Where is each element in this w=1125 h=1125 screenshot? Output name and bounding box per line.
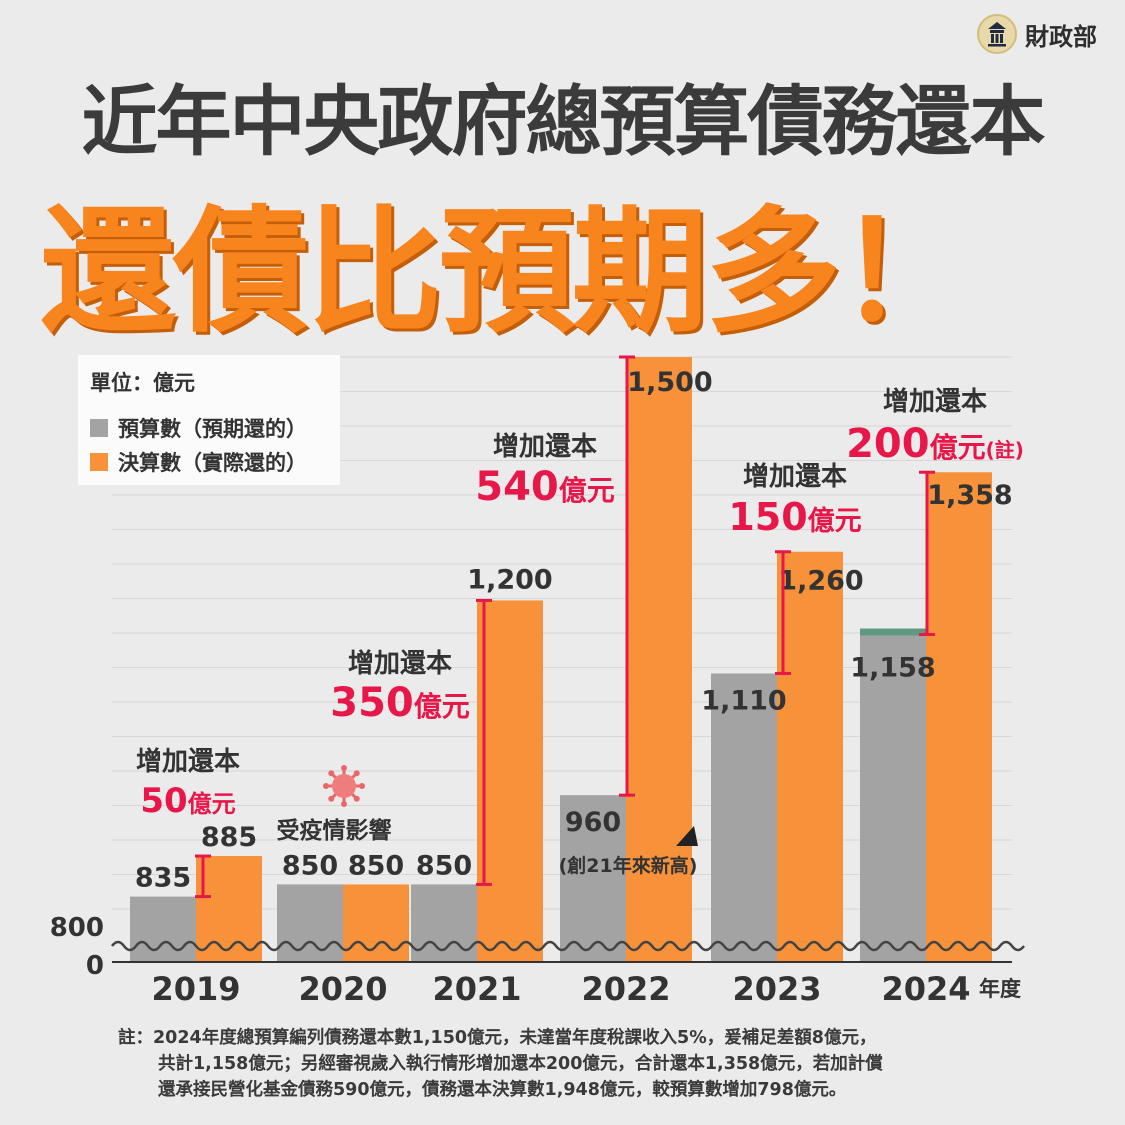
footnote-line: 註：2024年度總預算編列債務還本數1,150億元，未達當年度稅課收入5%，爰補…	[118, 1028, 877, 1048]
legend-swatch-actual	[90, 453, 108, 471]
bar-actual-2023	[777, 551, 843, 962]
increase-header-2019: 增加還本	[136, 746, 240, 777]
legend: 單位：億元 預算數（預期還的） 決算數（實際還的）	[78, 355, 340, 485]
legend-label-actual: 決算數（實際還的）	[118, 451, 307, 475]
data-label-actual: 1,500	[627, 367, 712, 398]
bar-budget-2022	[560, 795, 626, 962]
increase-header-2024: 增加還本	[883, 386, 987, 417]
logo: 財政部	[977, 14, 1097, 54]
y-tick-label: 0	[86, 951, 104, 981]
data-label-budget: 850	[416, 850, 472, 881]
data-label-actual: 1,358	[927, 480, 1012, 511]
legend-swatch-budget	[90, 419, 108, 437]
legend-unit: 單位：億元	[90, 371, 195, 395]
record-annotation: (創21年來新高)	[559, 854, 698, 877]
bar-actual-2022	[626, 357, 692, 962]
increase-header-2023: 增加還本	[743, 461, 847, 492]
legend-item-actual: 決算數（實際還的）	[90, 447, 307, 477]
increase-header-2022: 增加還本	[493, 431, 597, 462]
bar-budget-2024	[860, 634, 926, 962]
increase-amount-2021: 350億元	[330, 680, 470, 726]
data-label-budget: 960	[565, 807, 621, 838]
x-axis-label: 年度	[979, 977, 1021, 1001]
data-label-budget: 835	[135, 863, 191, 894]
virus-icon	[323, 765, 365, 807]
legend-label-budget: 預算數（預期還的）	[118, 417, 307, 441]
ministry-emblem-icon	[977, 14, 1017, 54]
data-label-budget: 1,158	[850, 653, 935, 684]
increase-header-2021: 增加還本	[348, 648, 452, 679]
bar-budget-2019	[130, 896, 196, 962]
legend-item-budget: 預算數（預期還的）	[90, 413, 307, 443]
x-tick-label: 2020	[298, 970, 387, 1008]
y-tick-label: 800	[50, 913, 104, 943]
footnote-line: 共計1,158億元；另經審視歲入執行情形增加還本200億元，合計還本1,358億…	[158, 1054, 883, 1074]
page-title: 近年中央政府總預算債務還本	[81, 77, 1046, 166]
bar-budget-topup-2024	[860, 628, 926, 636]
x-tick-label: 2019	[151, 970, 240, 1008]
bar-actual-2024	[926, 472, 992, 962]
increase-amount-2023: 150億元	[728, 495, 861, 539]
axis-break-wave	[111, 940, 1025, 952]
footnote-line: 還承接民營化基金債務590億元，債務還本決算數1,948億元，較預算數增加798…	[158, 1080, 847, 1100]
data-label-actual: 1,260	[778, 566, 863, 597]
increase-amount-2022: 540億元	[475, 464, 615, 510]
x-tick-label: 2022	[581, 970, 670, 1008]
record-pointer-icon	[676, 826, 698, 846]
bar-actual-2019	[196, 856, 262, 962]
bar-budget-2023	[711, 673, 777, 962]
data-label-budget: 850	[282, 850, 338, 881]
logo-text: 財政部	[1025, 22, 1097, 51]
data-label-actual: 850	[348, 850, 404, 881]
page-subtitle: 還債比預期多！	[40, 194, 974, 352]
x-tick-label: 2021	[432, 970, 521, 1008]
increase-amount-2024: 200億元(註)	[846, 421, 1024, 467]
data-label-actual: 885	[201, 822, 257, 853]
footnote: 註：2024年度總預算編列債務還本數1,150億元，未達當年度稅課收入5%，爰補…	[118, 1025, 1058, 1103]
data-label-actual: 1,200	[467, 564, 552, 595]
bar-actual-2021	[477, 600, 543, 962]
data-label-budget: 1,110	[701, 685, 786, 716]
x-tick-label: 2024	[881, 970, 970, 1008]
bar-budget-2020	[277, 884, 343, 962]
bar-actual-2020	[343, 884, 409, 962]
increase-amount-2019: 50億元	[140, 781, 235, 821]
covid-annotation: 受疫情影響	[277, 817, 392, 844]
x-tick-label: 2023	[732, 970, 821, 1008]
